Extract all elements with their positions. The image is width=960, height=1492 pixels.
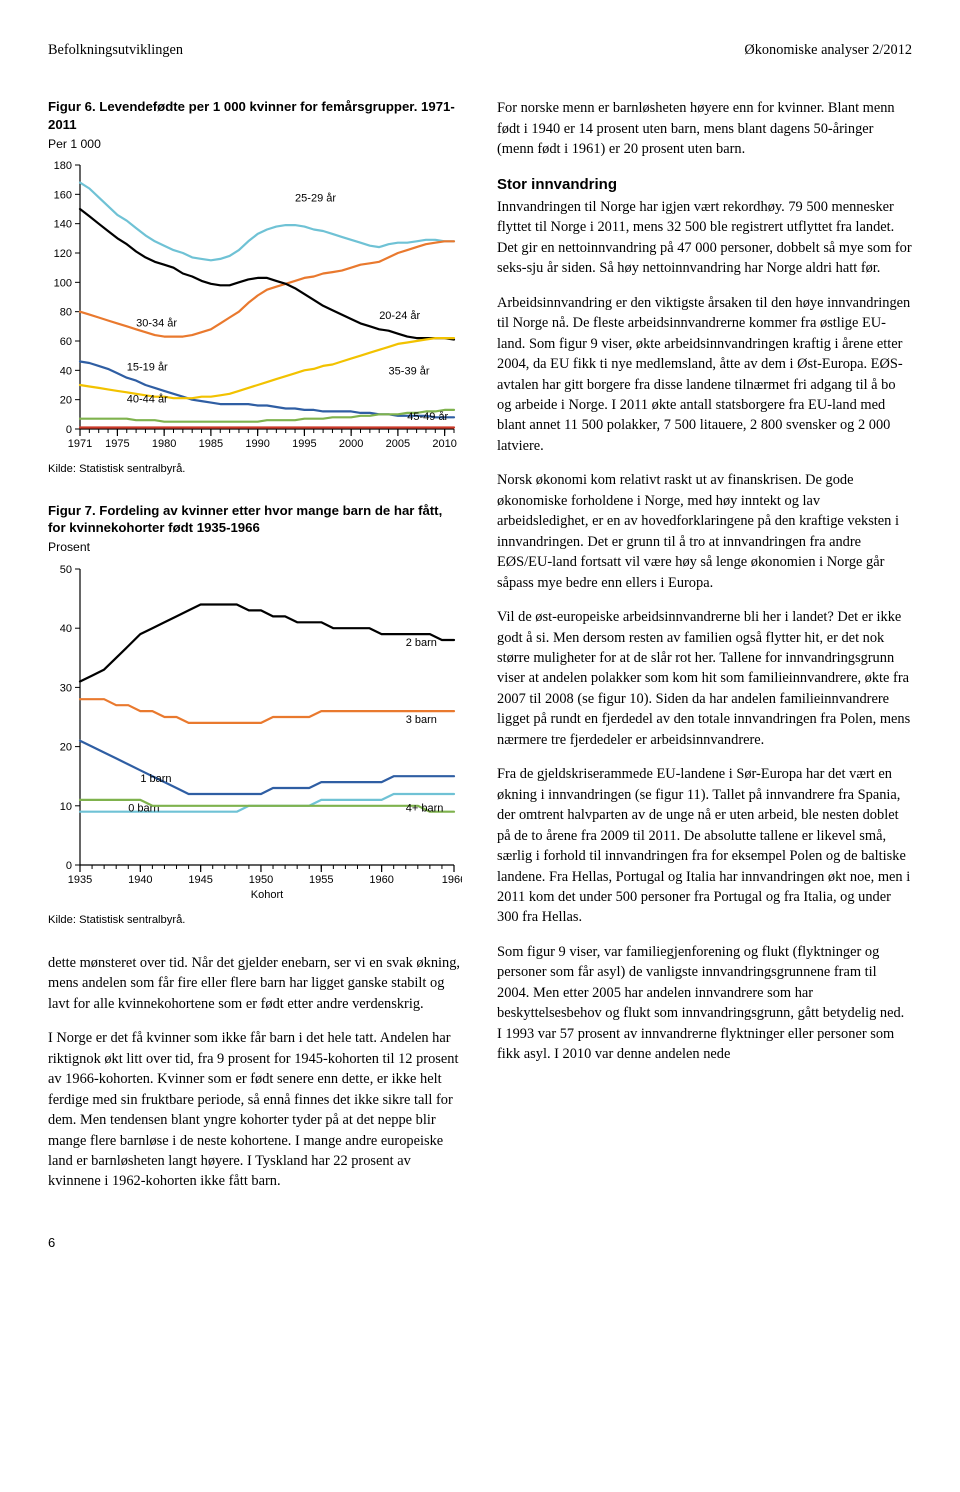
- fig6-chart: 0 20 40 60 80 100 120 140 160 180 1971 1975 1980 1985…: [48, 159, 463, 455]
- svg-text:60: 60: [60, 336, 72, 348]
- svg-text:10: 10: [60, 800, 72, 812]
- svg-text:2005: 2005: [386, 438, 410, 449]
- svg-text:1971: 1971: [68, 438, 92, 449]
- svg-text:0: 0: [66, 424, 72, 436]
- svg-text:40: 40: [60, 366, 72, 378]
- fig7-source: Kilde: Statistisk sentralbyrå.: [48, 913, 463, 929]
- svg-text:30-34 år: 30-34 år: [136, 318, 177, 330]
- svg-text:25-29 år: 25-29 år: [295, 193, 336, 205]
- svg-text:20: 20: [60, 395, 72, 407]
- svg-text:20-24 år: 20-24 år: [379, 310, 420, 322]
- fig6-title-prefix: Figur 6.: [48, 99, 96, 114]
- svg-text:1990: 1990: [245, 438, 269, 449]
- svg-text:1 barn: 1 barn: [140, 773, 171, 785]
- right-column: For norske menn er barnløsheten høyere e…: [497, 98, 912, 1206]
- svg-text:15-19 år: 15-19 år: [127, 362, 168, 374]
- svg-text:1960: 1960: [369, 874, 393, 886]
- svg-text:20: 20: [60, 741, 72, 753]
- fig7-title: Figur 7. Fordeling av kvinner etter hvor…: [48, 502, 463, 538]
- svg-text:3 barn: 3 barn: [406, 713, 437, 725]
- svg-text:45-49 år: 45-49 år: [407, 411, 448, 423]
- svg-text:180: 180: [54, 160, 72, 172]
- left-para-2: I Norge er det få kvinner som ikke får b…: [48, 1028, 463, 1192]
- header-right: Økonomiske analyser 2/2012: [744, 40, 912, 60]
- svg-text:Kohort: Kohort: [251, 889, 283, 901]
- svg-text:2010: 2010: [432, 438, 456, 449]
- svg-text:50: 50: [60, 564, 72, 576]
- svg-text:1935: 1935: [68, 874, 92, 886]
- svg-text:4+ barn: 4+ barn: [406, 802, 444, 814]
- svg-text:1940: 1940: [128, 874, 152, 886]
- right-para-3: Arbeidsinnvandring er den viktigste årsa…: [497, 293, 912, 457]
- svg-text:35-39 år: 35-39 år: [389, 366, 430, 378]
- fig7-subtitle: Prosent: [48, 539, 463, 556]
- right-para-1: For norske menn er barnløsheten høyere e…: [497, 98, 912, 159]
- svg-text:1980: 1980: [152, 438, 176, 449]
- right-para-6: Fra de gjeldskriserammede EU-landene i S…: [497, 764, 912, 928]
- svg-text:80: 80: [60, 307, 72, 319]
- svg-text:1975: 1975: [105, 438, 129, 449]
- svg-text:1995: 1995: [292, 438, 316, 449]
- svg-text:1955: 1955: [309, 874, 333, 886]
- svg-text:1966: 1966: [442, 874, 462, 886]
- running-header: Befolkningsutviklingen Økonomiske analys…: [48, 40, 912, 60]
- svg-text:0: 0: [66, 860, 72, 872]
- fig6-subtitle: Per 1 000: [48, 136, 463, 153]
- svg-text:30: 30: [60, 682, 72, 694]
- page-number: 6: [48, 1234, 912, 1252]
- fig6-title: Figur 6. Levendefødte per 1 000 kvinner …: [48, 98, 463, 134]
- fig7-title-rest: Fordeling av kvinner etter hvor mange ba…: [48, 503, 442, 536]
- svg-text:1945: 1945: [188, 874, 212, 886]
- right-para-2: Innvandringen til Norge har igjen vært r…: [497, 197, 912, 279]
- left-para-1: dette mønsteret over tid. Når det gjelde…: [48, 953, 463, 1014]
- fig6-source: Kilde: Statistisk sentralbyrå.: [48, 462, 463, 478]
- svg-text:2 barn: 2 barn: [406, 637, 437, 649]
- right-para-7: Som figur 9 viser, var familiegjenforeni…: [497, 942, 912, 1065]
- svg-text:160: 160: [54, 190, 72, 202]
- svg-text:140: 140: [54, 219, 72, 231]
- svg-text:2000: 2000: [339, 438, 363, 449]
- header-left: Befolkningsutviklingen: [48, 40, 183, 60]
- section-heading-innvandring: Stor innvandring: [497, 174, 912, 195]
- fig7-chart: 0 10 20 30 40 50 1935 1940 1945 1950 1955 1960 1966 K…: [48, 563, 463, 907]
- right-para-4: Norsk økonomi kom relativt raskt ut av f…: [497, 470, 912, 593]
- left-column: Figur 6. Levendefødte per 1 000 kvinner …: [48, 98, 463, 1206]
- right-para-5: Vil de øst-europeiske arbeidsinnvandrern…: [497, 607, 912, 750]
- svg-text:1950: 1950: [249, 874, 273, 886]
- svg-text:100: 100: [54, 278, 72, 290]
- svg-text:1985: 1985: [199, 438, 223, 449]
- svg-text:120: 120: [54, 248, 72, 260]
- svg-text:0 barn: 0 barn: [128, 802, 159, 814]
- svg-text:40: 40: [60, 623, 72, 635]
- svg-text:40-44 år: 40-44 år: [127, 394, 168, 406]
- fig6-title-rest: Levendefødte per 1 000 kvinner for femår…: [48, 99, 455, 132]
- fig7-title-prefix: Figur 7.: [48, 503, 96, 518]
